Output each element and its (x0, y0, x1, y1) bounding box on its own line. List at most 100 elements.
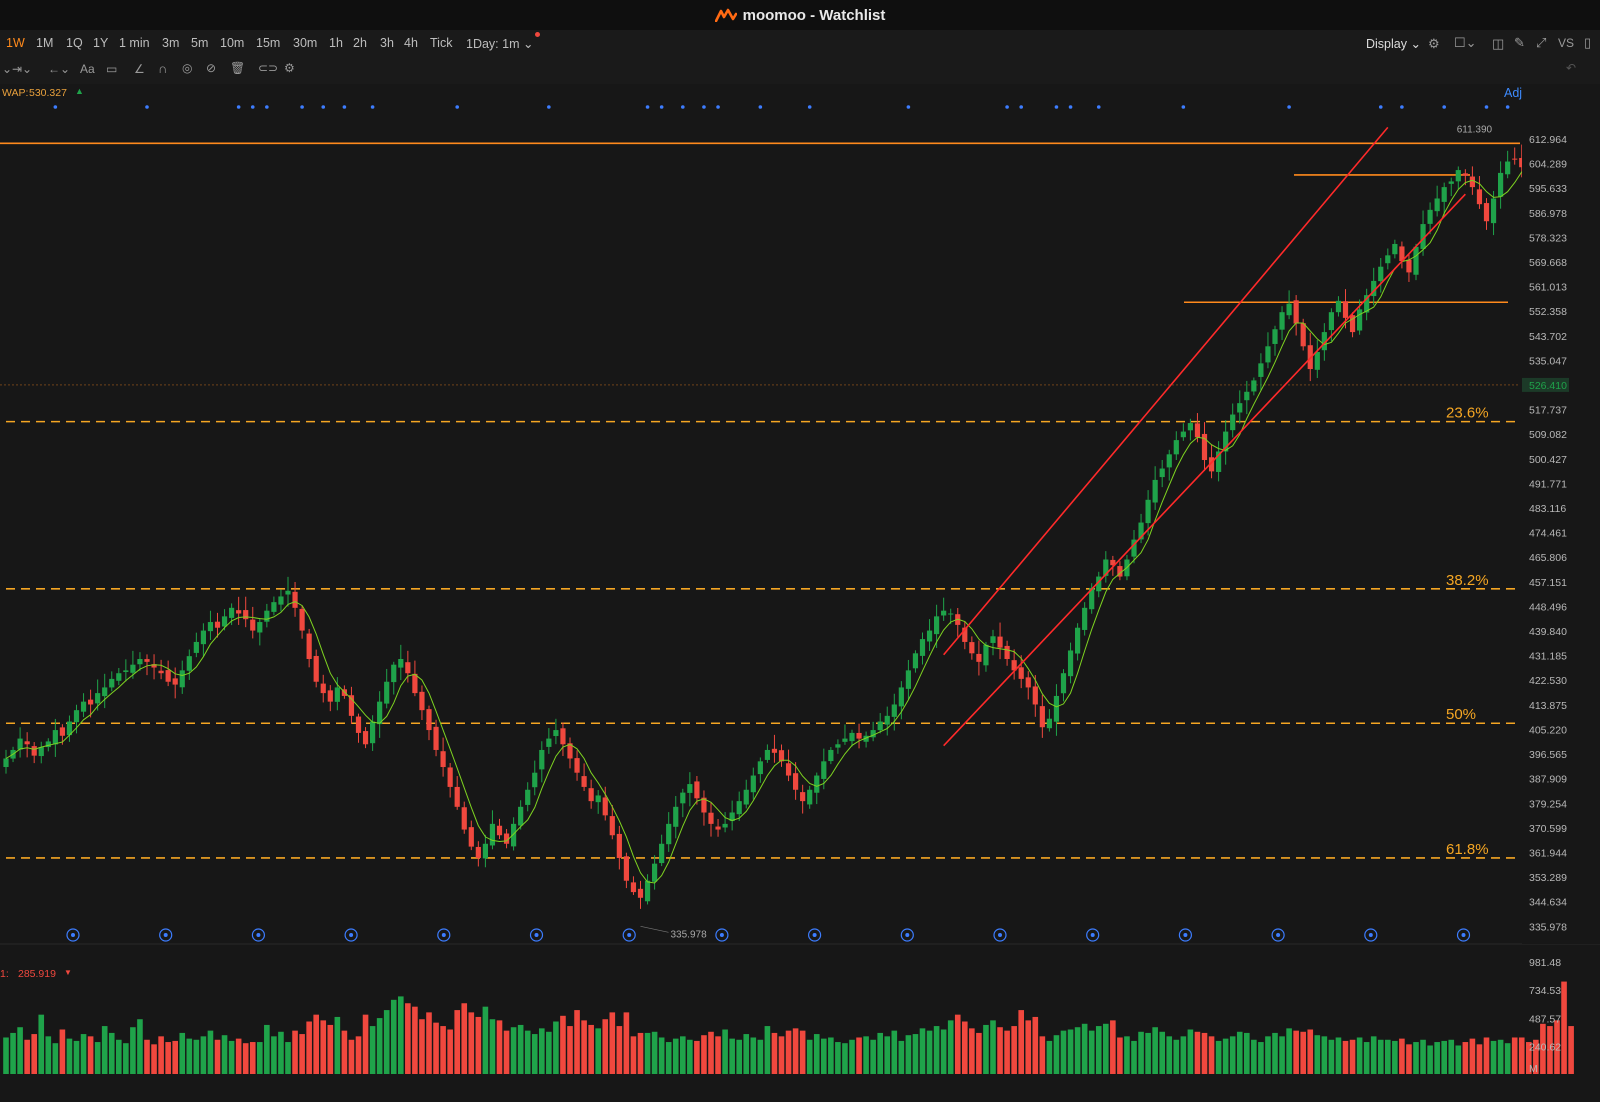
volume-bar (482, 1006, 489, 1074)
candle-body (1342, 301, 1349, 318)
period-tab-1h[interactable]: 1h (329, 36, 343, 50)
volume-bar (1406, 1044, 1412, 1074)
period-tab-1w[interactable]: 1W (6, 36, 25, 50)
period-tab-15m[interactable]: 15m (256, 36, 281, 50)
volume-bar (1568, 1026, 1574, 1074)
volume-bar (602, 1019, 609, 1074)
dividend-marker (622, 928, 636, 942)
volume-bar (877, 1032, 883, 1074)
period-tab-2h[interactable]: 2h (353, 36, 367, 50)
hide-icon[interactable]: ⊘ (206, 61, 217, 75)
volume-bar (1540, 1023, 1546, 1074)
period-tab-tick[interactable]: Tick (430, 36, 453, 50)
candle-body (1314, 351, 1320, 370)
comment-icon[interactable]: ▭ (106, 62, 118, 76)
event-dot (265, 105, 269, 109)
text-tool-icon[interactable]: Aa (80, 62, 95, 76)
period-tab-5m[interactable]: 5m (191, 36, 209, 50)
candle-body (560, 728, 566, 745)
candle-body (313, 655, 319, 682)
price-axis-label: 448.496 (1529, 601, 1567, 613)
price-axis-label: 353.289 (1529, 872, 1567, 884)
volume-bar (45, 1036, 52, 1074)
undo-icon[interactable]: ↶ (1566, 61, 1577, 75)
candle-body (66, 721, 73, 736)
link-icon[interactable]: ⊂⊃ (258, 61, 279, 75)
price-axis-label: 612.964 (1529, 134, 1567, 146)
dividend-marker-dot (256, 933, 261, 937)
price-axis-label: 595.633 (1529, 183, 1567, 195)
volume-bar (101, 1026, 108, 1074)
display-dropdown[interactable]: Display ⌄ (1366, 37, 1421, 51)
candle-body (673, 806, 679, 827)
candle-body (1201, 433, 1208, 461)
candle-body (1434, 198, 1440, 212)
volume-bar (242, 1043, 249, 1074)
compare-label[interactable]: VS (1558, 36, 1575, 50)
line-tool-icon[interactable]: ∠ (134, 62, 145, 76)
event-dot (758, 105, 763, 109)
draw-icon[interactable]: ✎ (1514, 35, 1525, 50)
eye-icon[interactable]: ◎ (182, 61, 193, 75)
layout-icon[interactable]: ☐⌄ (1454, 35, 1477, 50)
volume-bar (1180, 1036, 1187, 1074)
volume-bar (919, 1028, 926, 1074)
volume-bar (1194, 1031, 1201, 1074)
dividend-marker-dot (1090, 933, 1095, 937)
volume-bar (468, 1012, 475, 1074)
fullscreen-icon[interactable]: ⤢ (1536, 35, 1547, 50)
gear-icon[interactable]: ⚙ (284, 61, 295, 75)
event-dot (1054, 105, 1059, 109)
candle-body (80, 701, 87, 712)
period-tab-4h[interactable]: 4h (404, 36, 418, 50)
volume-bar (24, 1039, 30, 1074)
candle-body (1173, 440, 1179, 455)
volume-bar (1004, 1030, 1010, 1074)
period-tab-1day-1m[interactable]: 1Day: 1m ⌄ (466, 37, 534, 51)
candle-body (793, 773, 799, 790)
price-axis-label: 413.875 (1529, 700, 1567, 712)
volume-bar (355, 1036, 362, 1074)
candle-body (461, 807, 467, 830)
candle-body (1349, 315, 1356, 333)
candle-body (229, 607, 235, 618)
candle-body (264, 610, 270, 622)
volume-bar (983, 1024, 989, 1074)
magnet-icon[interactable]: ∩ (158, 61, 168, 76)
period-tab-1m[interactable]: 1M (36, 36, 54, 50)
candle-body (250, 619, 256, 631)
trash-icon[interactable]: 🗑 (230, 61, 246, 75)
volume-bars (0, 943, 1600, 1074)
volume-bar (3, 1037, 9, 1074)
period-tab-3m[interactable]: 3m (162, 36, 180, 50)
range-select-icon[interactable]: ⇥⌄ (12, 62, 33, 76)
candle-body (1103, 559, 1109, 576)
event-dot (645, 105, 650, 109)
volume-bar (1511, 1037, 1518, 1074)
window-icon[interactable]: ▯ (1584, 35, 1592, 50)
candle-body (842, 738, 848, 742)
volume-bar (1131, 1040, 1137, 1074)
candle-body (52, 730, 58, 745)
candle-body (807, 789, 813, 805)
price-chart[interactable]: 23.6% 38.2% 50% 61.8% 611.390 335.978 612.96… (0, 84, 1600, 1102)
period-tab-3h[interactable]: 3h (380, 36, 394, 50)
chevron-down-icon[interactable]: ⌄ (2, 62, 13, 76)
period-tab-1y[interactable]: 1Y (93, 36, 109, 50)
camera-icon[interactable]: ◫ (1492, 36, 1505, 51)
period-tab-10m[interactable]: 10m (220, 36, 245, 50)
display-label: Display (1366, 37, 1407, 51)
volume-bar (193, 1039, 200, 1074)
candle-body (440, 751, 446, 768)
price-annotations: 611.390 335.978 (640, 124, 1493, 940)
candle-body (1483, 203, 1490, 222)
arrow-left-icon[interactable]: ←⌄ (48, 62, 71, 76)
period-tab-1q[interactable]: 1Q (66, 36, 83, 50)
period-tab-30m[interactable]: 30m (293, 36, 318, 50)
settings-icon[interactable]: ⚙ (1428, 36, 1440, 51)
candle-body (1420, 224, 1426, 249)
period-tab-1-min[interactable]: 1 min (119, 36, 150, 50)
candle-body (990, 636, 996, 643)
volume-bar (1011, 1026, 1017, 1074)
candle-body (271, 602, 277, 612)
